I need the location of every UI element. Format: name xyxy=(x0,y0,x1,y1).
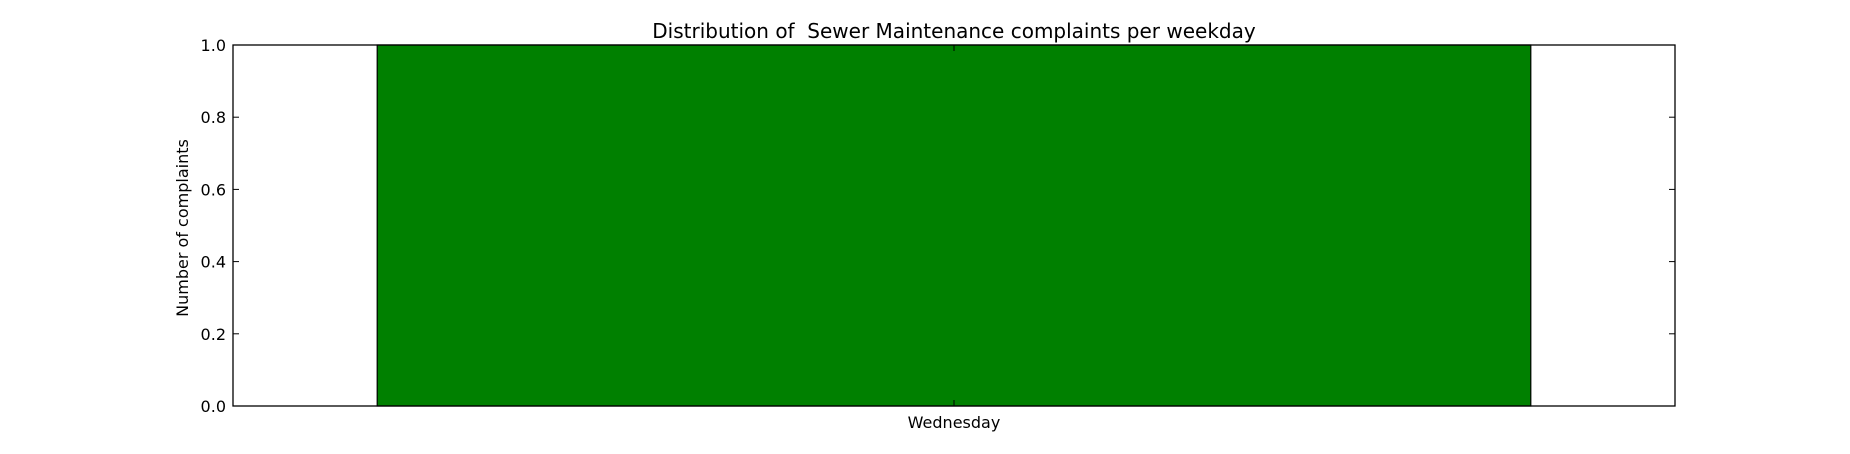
y-tick-label: 0.8 xyxy=(201,108,226,127)
x-tick-label: Wednesday xyxy=(908,413,1001,432)
y-tick-label: 0.0 xyxy=(201,397,226,416)
y-tick-label: 1.0 xyxy=(201,36,226,55)
bar-wednesday xyxy=(376,44,1532,407)
y-tick-label: 0.4 xyxy=(201,253,226,272)
plot-area: Wednesday 0.0 0.2 0.4 0.6 0.8 1.0 xyxy=(201,36,1676,432)
chart-title: Distribution of Sewer Maintenance compla… xyxy=(652,19,1256,43)
y-axis-label: Number of complaints xyxy=(173,139,192,317)
y-tick-label: 0.2 xyxy=(201,325,226,344)
axes-frame xyxy=(232,44,1676,407)
y-tick-label: 0.6 xyxy=(201,180,226,199)
